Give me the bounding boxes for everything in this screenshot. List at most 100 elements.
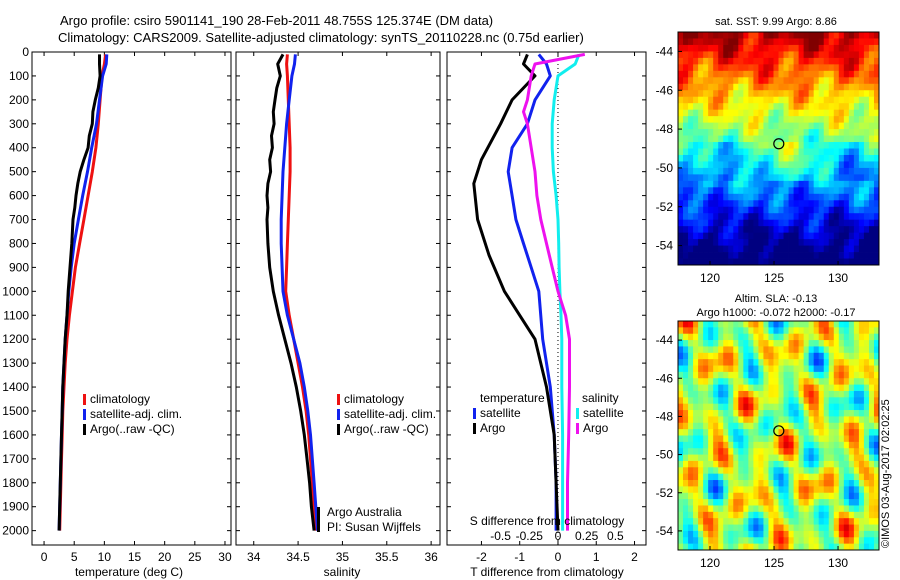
sst-map-cell [873, 193, 880, 201]
sst-map-cell [773, 51, 779, 59]
sst-map-cell [678, 103, 684, 111]
sst-map-cell [833, 193, 840, 201]
sla-map-cell [678, 429, 684, 436]
sst-map-cell [868, 239, 875, 246]
sst-map-cell [843, 142, 850, 149]
sla-map-cell [708, 321, 714, 328]
sst-map-cell [723, 161, 729, 169]
sst-map-cell [768, 96, 774, 104]
sst-map-cell [778, 96, 784, 104]
sla-map-cell [713, 359, 719, 366]
sst-map-cell [813, 252, 820, 259]
sla-map-cell [708, 410, 714, 417]
sla-map-cell [873, 511, 880, 519]
sst-map-cell [838, 187, 845, 195]
sst-map-cell [848, 103, 855, 111]
sst-map-cell [758, 193, 764, 201]
sla-map-cell [828, 454, 835, 462]
sla-map-cell [713, 416, 719, 424]
sla-map-cell [763, 530, 769, 538]
sla-map-cell [793, 524, 800, 532]
sla-map-cell [738, 524, 744, 532]
sla-map-cell [783, 537, 789, 545]
sst-map-cell [678, 200, 684, 208]
sla-map-cell [698, 352, 704, 360]
sst-map-cell [678, 187, 684, 195]
sst-map-cell [848, 213, 855, 221]
sla-map-cell [758, 448, 764, 455]
sla-map-cell [833, 359, 840, 366]
sla-map-cell [873, 518, 880, 525]
sst-map-cell [873, 258, 880, 266]
sst-map-cell [738, 38, 744, 46]
sst-map-cell [748, 103, 754, 111]
sst-map-cell [683, 167, 689, 175]
sst-map-cell [788, 44, 794, 52]
sst-map-cell [798, 232, 805, 240]
sla-map-ytick-label: -46 [656, 371, 674, 385]
sla-map-cell [778, 403, 784, 411]
sst-map-cell [763, 122, 769, 130]
sst-map-cell [838, 64, 845, 72]
sla-map-cell [753, 537, 759, 545]
sla-map-cell [698, 441, 704, 449]
sst-map-cell [788, 129, 794, 136]
sla-map-cell [778, 321, 784, 328]
sst-map-cell [703, 116, 709, 124]
sla-map-cell [828, 390, 835, 398]
sst-map-cell [848, 122, 855, 130]
sst-map-cell [828, 32, 835, 39]
sst-map-cell [823, 77, 830, 85]
sla-map-cell [788, 454, 794, 462]
sla-map-cell [868, 397, 875, 405]
sla-map-cell [703, 346, 709, 354]
sst-map-cell [683, 161, 689, 169]
sla-map-cell [733, 346, 739, 354]
sst-map-cell [868, 174, 875, 182]
sla-map-cell [688, 524, 694, 532]
sla-map-cell [808, 448, 815, 455]
sst-map-cell [723, 232, 729, 240]
sla-map-cell [788, 327, 794, 335]
sst-map-cell [738, 57, 744, 65]
sst-map-cell [708, 122, 714, 130]
sst-map-cell [828, 245, 835, 253]
sla-map-cell [863, 486, 870, 494]
sla-map-cell [678, 480, 684, 487]
sst-map-cell [733, 252, 739, 259]
sst-map-cell [718, 206, 724, 214]
sla-map-cell [703, 480, 709, 487]
sla-map-cell [838, 467, 845, 475]
sla-map-cell [678, 390, 684, 398]
sla-map-cell [833, 505, 840, 513]
sla-map-cell [858, 518, 865, 525]
sst-map-cell [728, 142, 734, 149]
sla-map-cell [833, 390, 840, 398]
sla-map-cell [813, 511, 820, 519]
temperature-legend-climatology-label: climatology [90, 392, 150, 406]
sst-map-cell [793, 148, 800, 156]
sst-map-cell [778, 167, 784, 175]
salinity-legend-climatology-swatch [337, 394, 340, 405]
sla-map-cell [838, 473, 845, 481]
sla-map-cell [813, 460, 820, 468]
sst-map-cell [833, 219, 840, 227]
sla-map-cell [833, 499, 840, 506]
sst-map-cell [803, 154, 810, 162]
sla-map-cell [773, 321, 779, 328]
sst-map-cell [703, 200, 709, 208]
sla-map-cell [863, 403, 870, 411]
sst-map-cell [833, 167, 840, 175]
sla-map-cell [728, 435, 734, 443]
sla-map-cell [748, 486, 754, 494]
sst-map-cell [798, 32, 805, 39]
sla-map-cell [863, 448, 870, 455]
sst-map-cell [678, 213, 684, 221]
sst-map-cell [713, 193, 719, 201]
sla-map-cell [753, 454, 759, 462]
sla-map-cell [683, 416, 689, 424]
sst-map-cell [733, 129, 739, 136]
sst-map-cell [843, 44, 850, 52]
sst-map-cell [698, 193, 704, 201]
sla-map-cell [693, 403, 699, 411]
